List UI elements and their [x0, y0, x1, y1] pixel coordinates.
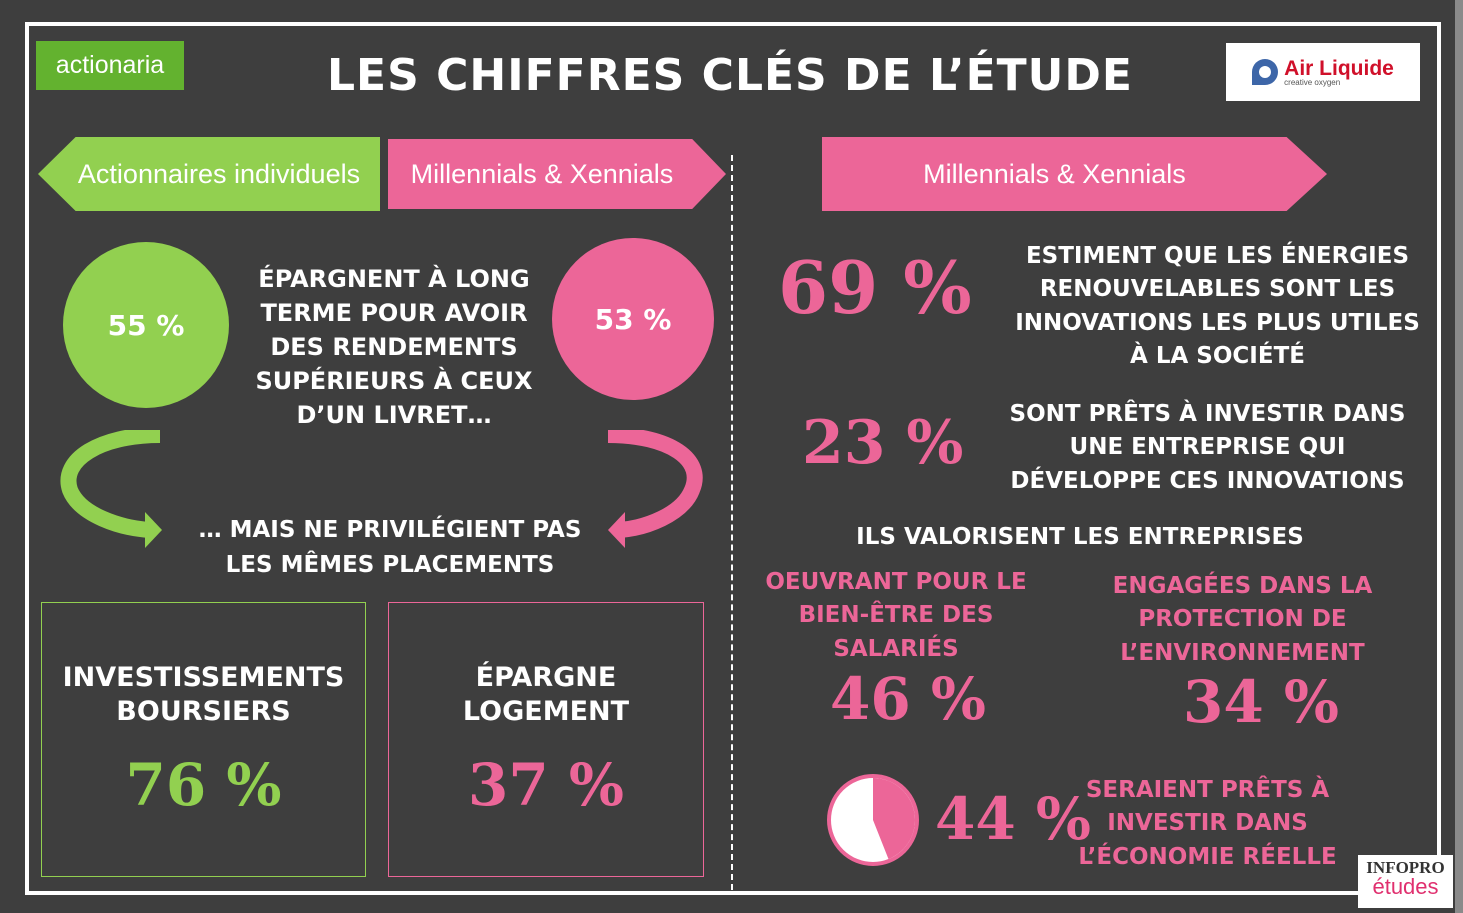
window-edge — [1455, 0, 1463, 913]
circle-green-55: 55 % — [63, 242, 229, 408]
box2-value: 37 % — [467, 750, 625, 819]
stat3-value: 46 % — [830, 665, 987, 733]
actionaria-logo-text: actionaria — [55, 51, 165, 79]
box-epargne-logement: ÉPARGNE LOGEMENT 37 % — [388, 602, 704, 877]
pink-arrow-icon — [607, 430, 703, 548]
infopro-text: INFOPRO — [1366, 858, 1445, 877]
stat5-value: 44 % — [935, 785, 1092, 853]
banner-millennials-right: Millennials & Xennials — [822, 137, 1327, 211]
box-investissements: INVESTISSEMENTS BOURSIERS 76 % — [41, 602, 366, 877]
pie-44-icon — [827, 774, 919, 866]
air-liquide-logo: Air Liquide creative oxygen — [1226, 43, 1420, 101]
stat4-value: 34 % — [1183, 668, 1340, 736]
stat5-text: SERAIENT PRÊTS À INVESTIR DANS L’ÉCONOMI… — [1078, 777, 1337, 870]
stat3-text: OEUVRANT POUR LE BIEN-ÊTRE DES SALARIÉS — [765, 569, 1027, 662]
box1-label: INVESTISSEMENTS BOURSIERS — [62, 662, 345, 727]
banner-actionnaires: Actionnaires individuels — [38, 137, 380, 211]
but-text: … MAIS NE PRIVILÉGIENT PAS LES MÊMES PLA… — [198, 517, 582, 578]
box2-label: ÉPARGNE LOGEMENT — [462, 662, 630, 727]
stat1-text: ESTIMENT QUE LES ÉNERGIES RENOUVELABLES … — [1015, 243, 1420, 370]
statement-text: ÉPARGNENT À LONG TERME POUR AVOIR DES RE… — [255, 265, 533, 430]
page-title: LES CHIFFRES CLÉS DE L’ÉTUDE — [327, 50, 1133, 101]
stat2-value: 23 % — [802, 408, 964, 478]
valorise-text: ILS VALORISENT LES ENTREPRISES — [856, 524, 1304, 550]
banner-millennials-left: Millennials & Xennials — [388, 139, 726, 209]
stat1-value: 69 % — [778, 245, 972, 330]
actionaria-logo: actionaria — [36, 41, 184, 90]
green-arrow-icon — [60, 430, 162, 548]
air-liquide-drop-icon — [1252, 59, 1279, 85]
stat2-text: SONT PRÊTS À INVESTIR DANS UNE ENTREPRIS… — [1009, 401, 1406, 494]
infopro-etudes-logo: INFOPRO études — [1358, 855, 1453, 908]
stat4-text: ENGAGÉES DANS LA PROTECTION DE L’ENVIRON… — [1112, 573, 1373, 666]
air-liquide-tagline: creative oxygen — [1284, 77, 1341, 87]
box1-value: 76 % — [125, 750, 282, 819]
etudes-text: études — [1372, 874, 1439, 899]
infographic-frame — [25, 22, 1441, 895]
divider — [731, 155, 733, 890]
pie-slice-44 — [873, 778, 915, 860]
air-liquide-name: Air Liquide — [1284, 56, 1394, 80]
circle-pink-53: 53 % — [552, 238, 714, 400]
